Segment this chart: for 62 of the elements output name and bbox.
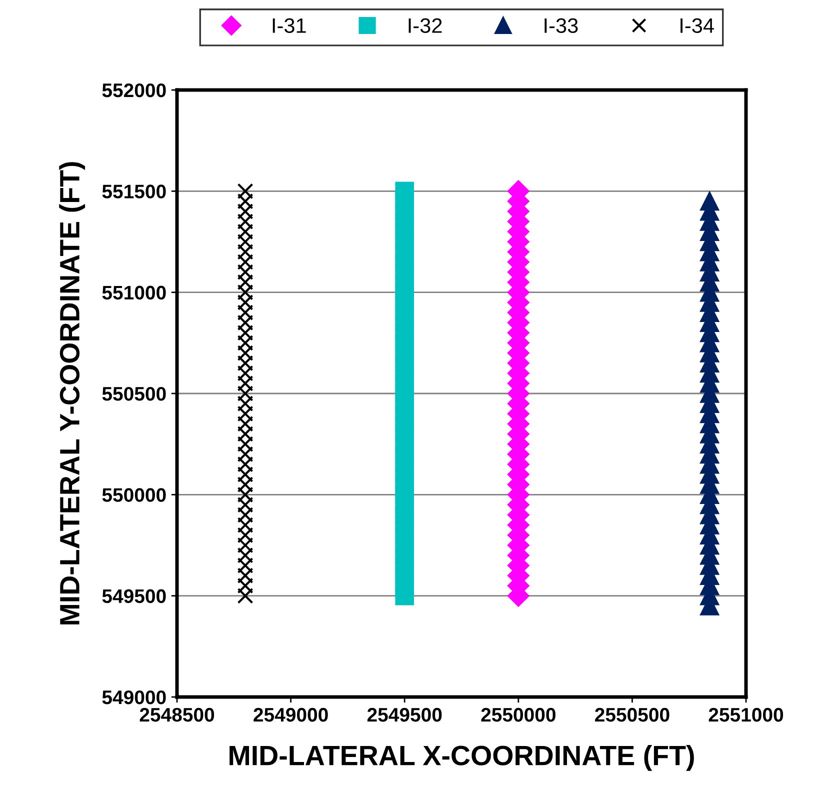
- point: [237, 486, 254, 503]
- x-tick-label: 2550500: [595, 708, 670, 722]
- point: [237, 314, 254, 331]
- point: [700, 192, 719, 211]
- point: [237, 466, 254, 482]
- legend-label: I-33: [544, 18, 578, 34]
- point: [237, 365, 254, 382]
- y-tick-label: 552000: [102, 83, 166, 98]
- point: [237, 476, 254, 493]
- y-tick-label: 550500: [102, 386, 166, 401]
- point: [237, 426, 254, 442]
- point: [237, 568, 254, 584]
- point: [237, 557, 254, 574]
- point: [237, 274, 254, 290]
- y-tick-label: 551500: [102, 184, 166, 198]
- point: [237, 345, 254, 362]
- x-tick-label: 2550000: [481, 708, 556, 722]
- point: [237, 517, 254, 534]
- point: [237, 375, 254, 392]
- point: [237, 244, 254, 260]
- point: [237, 203, 254, 220]
- legend-label: I-34: [680, 18, 714, 34]
- x-tick-label: 2549000: [254, 708, 328, 722]
- point: [237, 254, 254, 270]
- point: [237, 334, 254, 351]
- point: [237, 527, 254, 544]
- point: [237, 436, 254, 452]
- x-axis-title: MID-LATERAL X-COORDINATE (FT): [230, 744, 694, 771]
- x-tick-label: 2548500: [140, 708, 214, 722]
- point: [237, 496, 254, 513]
- point: [237, 506, 254, 523]
- y-tick-label: 549000: [102, 690, 166, 704]
- x-tick-label: 2549500: [367, 708, 442, 722]
- point: [237, 324, 254, 341]
- y-tick-label: 551000: [102, 286, 166, 300]
- point: [237, 193, 254, 210]
- point: [237, 406, 254, 422]
- point: [237, 456, 254, 472]
- point: [237, 284, 254, 300]
- point: [237, 355, 254, 372]
- point: [237, 183, 254, 200]
- point: [237, 234, 254, 250]
- point: [237, 547, 254, 564]
- x-tick-label: 2551000: [708, 708, 784, 722]
- point: [237, 386, 254, 402]
- y-tick-label: 549500: [102, 589, 166, 604]
- point: [237, 214, 254, 230]
- legend-label: I-31: [272, 18, 306, 34]
- point: [237, 578, 254, 594]
- point: [237, 446, 254, 462]
- point: [237, 396, 254, 412]
- point: [237, 416, 254, 432]
- point: [237, 294, 254, 310]
- legend-label: I-32: [408, 18, 442, 34]
- point: [237, 537, 254, 554]
- point: [237, 304, 254, 321]
- point: [237, 224, 254, 240]
- y-axis-title: MID-LATERAL Y-COORDINATE (FT): [59, 162, 86, 624]
- y-tick-label: 550000: [102, 488, 166, 502]
- point: [395, 182, 414, 201]
- point: [237, 264, 254, 280]
- point: [237, 588, 254, 604]
